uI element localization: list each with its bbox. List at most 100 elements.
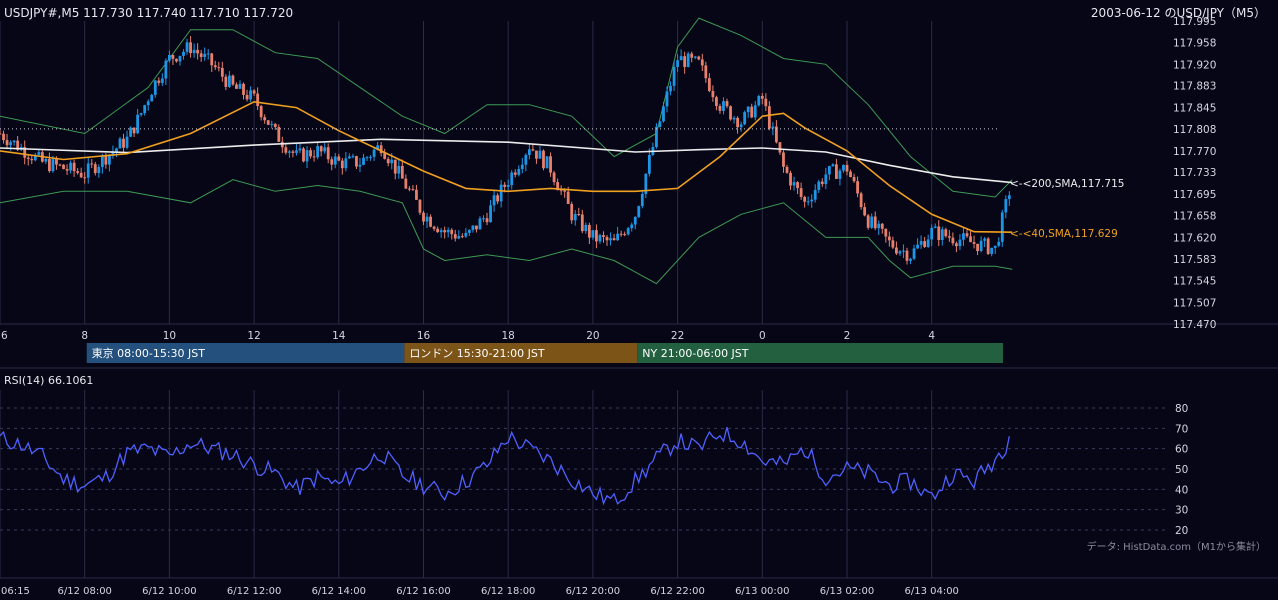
candle-body bbox=[90, 163, 94, 165]
candle bbox=[446, 227, 450, 238]
price-tick-label: 117.658 bbox=[1173, 210, 1216, 222]
candle bbox=[880, 222, 884, 234]
candle bbox=[443, 226, 447, 239]
candle-body bbox=[506, 185, 510, 187]
candle-body bbox=[884, 228, 888, 237]
candle-body bbox=[231, 75, 235, 85]
candle bbox=[30, 156, 34, 165]
candle-body bbox=[644, 173, 648, 194]
candle-body bbox=[845, 164, 849, 172]
candle-body bbox=[227, 75, 231, 87]
candle bbox=[637, 205, 641, 219]
candle bbox=[475, 225, 478, 233]
candle bbox=[898, 250, 902, 256]
candle-body bbox=[164, 60, 168, 79]
candle-body bbox=[538, 150, 542, 159]
candle-body bbox=[700, 59, 704, 66]
candle bbox=[990, 247, 994, 257]
candle-body bbox=[986, 238, 990, 254]
candle-body bbox=[93, 164, 97, 173]
candle-body bbox=[912, 248, 916, 259]
candle-body bbox=[319, 146, 323, 152]
candle bbox=[746, 106, 750, 118]
candle bbox=[926, 234, 930, 248]
candle-body bbox=[115, 148, 118, 152]
candle bbox=[460, 233, 464, 239]
candle bbox=[379, 141, 383, 157]
candle bbox=[220, 61, 224, 82]
candle bbox=[633, 216, 637, 230]
candle-body bbox=[439, 230, 443, 233]
candle bbox=[757, 94, 761, 107]
candle bbox=[492, 189, 496, 212]
candle bbox=[944, 227, 948, 238]
candle-body bbox=[591, 230, 595, 238]
candle-body bbox=[983, 238, 987, 241]
price-tick-label: 117.808 bbox=[1173, 124, 1216, 136]
candle bbox=[739, 121, 743, 132]
candle bbox=[344, 151, 348, 172]
rsi-title: RSI(14) 66.1061 bbox=[4, 374, 93, 387]
candle-body bbox=[291, 151, 295, 153]
candle-body bbox=[295, 150, 298, 153]
candle-body bbox=[757, 95, 761, 106]
candle bbox=[83, 171, 87, 184]
candle-body bbox=[83, 177, 87, 179]
candle-body bbox=[400, 165, 404, 179]
candle bbox=[789, 170, 792, 190]
candle bbox=[489, 200, 492, 223]
candle-body bbox=[287, 151, 291, 153]
price-tick-label: 117.995 bbox=[1173, 16, 1216, 28]
candle bbox=[309, 147, 312, 159]
candle bbox=[432, 225, 436, 232]
candle bbox=[902, 244, 905, 259]
candle-body bbox=[259, 106, 263, 118]
candle bbox=[418, 199, 422, 215]
candle bbox=[62, 164, 65, 170]
hour-tick-label: 12 bbox=[247, 330, 260, 342]
candle-body bbox=[877, 223, 881, 229]
candle-body bbox=[637, 206, 641, 217]
time-axis-label: 6/12 20:00 bbox=[566, 586, 620, 597]
rsi-grid bbox=[0, 390, 1165, 578]
candle-body bbox=[831, 164, 835, 167]
candle-body bbox=[273, 123, 277, 128]
candle-body bbox=[972, 242, 976, 244]
candle-body bbox=[245, 94, 249, 100]
candle-body bbox=[496, 195, 500, 202]
candle-body bbox=[104, 155, 108, 165]
candle bbox=[284, 143, 288, 155]
candle bbox=[182, 49, 185, 60]
candle-body bbox=[139, 113, 143, 115]
hour-tick-label: 18 bbox=[502, 330, 515, 342]
candle bbox=[676, 54, 679, 72]
candle bbox=[930, 224, 934, 247]
candle-body bbox=[905, 250, 909, 261]
candle bbox=[168, 50, 171, 63]
candle-body bbox=[5, 140, 9, 146]
candle-body bbox=[1007, 195, 1011, 200]
candle bbox=[693, 55, 697, 60]
candle-body bbox=[965, 233, 969, 237]
candle bbox=[397, 160, 401, 179]
candle-body bbox=[436, 228, 440, 233]
candle bbox=[573, 209, 577, 226]
candle bbox=[884, 228, 888, 243]
candle bbox=[291, 149, 295, 158]
candle bbox=[206, 49, 210, 60]
price-tick-label: 117.733 bbox=[1173, 167, 1216, 179]
candle-body bbox=[72, 162, 76, 172]
candle-body bbox=[69, 162, 72, 171]
candle-body bbox=[415, 189, 418, 200]
price-tick-label: 117.620 bbox=[1173, 232, 1216, 244]
candle-body bbox=[351, 156, 355, 158]
time-axis-label: 6/13 04:00 bbox=[904, 586, 958, 597]
candle bbox=[347, 153, 351, 159]
candle-body bbox=[990, 247, 994, 254]
hour-tick-label: 6 bbox=[1, 330, 8, 342]
candle-body bbox=[62, 164, 65, 169]
candle bbox=[570, 201, 574, 224]
candle-body bbox=[379, 145, 383, 154]
candle bbox=[302, 147, 305, 163]
